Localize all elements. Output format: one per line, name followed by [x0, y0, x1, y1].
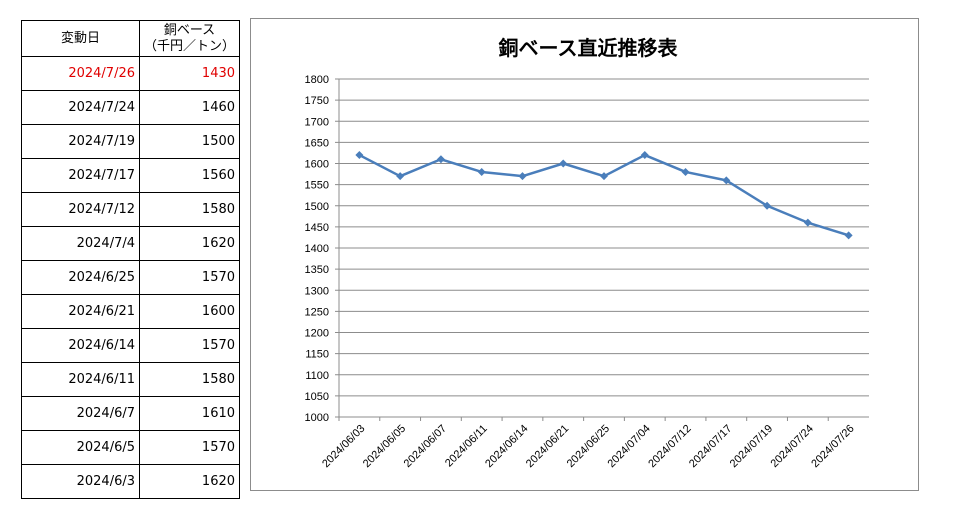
y-tick-label: 1150 [305, 349, 329, 361]
row-value: 1430 [138, 56, 241, 91]
table-body: 2024/7/26 1430 2024/7/24 1460 2024/7/19 1500 2… [21, 56, 241, 499]
row-date: 2024/6/11 [21, 362, 140, 397]
row-value: 1570 [138, 260, 241, 295]
chart-gridlines [335, 78, 869, 418]
y-tick-label: 1200 [305, 328, 329, 340]
row-date: 2024/6/14 [21, 328, 140, 363]
y-tick-label: 1550 [305, 180, 329, 192]
table-row: 2024/6/21 1600 [21, 294, 241, 329]
row-value: 1560 [138, 158, 241, 193]
data-point-marker [396, 172, 405, 181]
series-line [358, 153, 849, 237]
table-row: 2024/6/25 1570 [21, 260, 241, 295]
table-row: 2024/7/19 1500 [21, 124, 241, 159]
row-value: 1570 [138, 430, 241, 465]
chart-series [355, 151, 853, 240]
data-point-marker [722, 176, 731, 185]
y-tick-label: 1400 [305, 243, 329, 255]
y-tick-label: 1700 [305, 116, 329, 128]
x-tick-label: 2024/07/26 [809, 423, 856, 470]
row-value: 1500 [138, 124, 241, 159]
data-point-marker [803, 218, 812, 227]
row-value: 1620 [138, 464, 241, 499]
table-row: 2024/7/24 1460 [21, 90, 241, 125]
data-point-marker [559, 159, 568, 168]
chart-area: 銅ベース直近推移表 1000 1050 1100 1150 1200 1250 1300 13… [250, 18, 919, 491]
data-point-marker [640, 151, 649, 160]
x-tick-label: 2024/06/03 [320, 423, 367, 470]
table-row: 2024/7/17 1560 [21, 158, 241, 193]
y-tick-label: 1300 [305, 285, 329, 297]
row-date: 2024/7/19 [21, 124, 140, 159]
y-tick-label: 1750 [305, 95, 329, 107]
x-tick-label: 2024/06/25 [565, 423, 612, 470]
row-value: 1580 [138, 362, 241, 397]
y-tick-label: 1650 [305, 137, 329, 149]
row-date: 2024/7/12 [21, 192, 140, 227]
data-point-marker [355, 151, 364, 160]
data-point-marker [844, 231, 853, 240]
x-tick-label: 2024/06/07 [402, 423, 449, 470]
table-row: 2024/6/7 1610 [21, 396, 241, 431]
table-row: 2024/7/12 1580 [21, 192, 241, 227]
data-point-marker [681, 167, 690, 176]
row-date: 2024/6/21 [21, 294, 140, 329]
x-tick-label: 2024/06/05 [361, 423, 408, 470]
table-row: 2024/6/14 1570 [21, 328, 241, 363]
data-point-marker [600, 172, 608, 181]
row-date: 2024/7/24 [21, 90, 140, 125]
chart-title: 銅ベース直近推移表 [499, 36, 679, 60]
table-row: 2024/7/4 1620 [21, 226, 241, 261]
data-point-marker [477, 167, 486, 176]
x-axis-ticks: 2024/06/032024/06/052024/06/072024/06/11… [320, 417, 857, 470]
row-date: 2024/6/3 [21, 464, 140, 499]
y-tick-label: 1800 [305, 74, 329, 86]
row-value: 1460 [138, 90, 241, 125]
row-value: 1620 [138, 226, 241, 261]
x-tick-label: 2024/06/21 [524, 423, 571, 470]
y-tick-label: 1350 [305, 264, 329, 276]
header-value-line1: 銅ベース [163, 22, 216, 38]
data-point-marker [763, 201, 772, 210]
row-date: 2024/6/25 [21, 260, 140, 295]
x-tick-label: 2024/07/19 [728, 423, 775, 470]
header-value-line2: （千円／トン） [144, 38, 236, 54]
y-tick-label: 1100 [305, 370, 329, 382]
x-tick-label: 2024/07/12 [646, 423, 693, 470]
row-date: 2024/7/26 [21, 56, 140, 91]
y-tick-label: 1250 [305, 306, 329, 318]
x-tick-label: 2024/07/24 [769, 423, 816, 470]
row-value: 1570 [138, 328, 241, 363]
table-row: 2024/6/3 1620 [21, 464, 241, 499]
y-axis-ticks: 1000 1050 1100 1150 1200 1250 1300 1350 1400 1450… [305, 74, 329, 424]
chart-svg: 銅ベース直近推移表 1000 1050 1100 1150 1200 1250 1300 13… [305, 36, 869, 470]
data-point-marker [518, 172, 527, 181]
x-tick-label: 2024/07/04 [605, 423, 652, 470]
row-date: 2024/7/4 [21, 226, 140, 261]
row-date: 2024/7/17 [21, 158, 140, 193]
y-tick-label: 1450 [305, 222, 329, 234]
table-header-row: 変動日 銅ベース （千円／トン） [21, 20, 241, 57]
y-tick-label: 1050 [305, 391, 329, 403]
y-tick-label: 1500 [305, 201, 329, 213]
header-date: 変動日 [21, 20, 140, 57]
x-tick-label: 2024/07/17 [687, 423, 734, 470]
row-date: 2024/6/7 [21, 396, 140, 431]
y-tick-label: 1600 [305, 159, 329, 171]
row-value: 1610 [138, 396, 241, 431]
y-tick-label: 1000 [305, 412, 329, 424]
row-value: 1600 [138, 294, 241, 329]
price-table: 変動日 銅ベース （千円／トン） 2024/7/26 1430 2024/7/24 1… [21, 20, 241, 499]
table-row: 2024/6/5 1570 [21, 430, 241, 465]
table-row: 2024/7/26 1430 [21, 56, 241, 91]
data-point-marker [436, 155, 445, 164]
header-value: 銅ベース （千円／トン） [138, 20, 241, 57]
table-row: 2024/6/11 1580 [21, 362, 241, 397]
row-value: 1580 [138, 192, 241, 227]
x-tick-label: 2024/06/14 [483, 423, 530, 470]
row-date: 2024/6/5 [21, 430, 140, 465]
